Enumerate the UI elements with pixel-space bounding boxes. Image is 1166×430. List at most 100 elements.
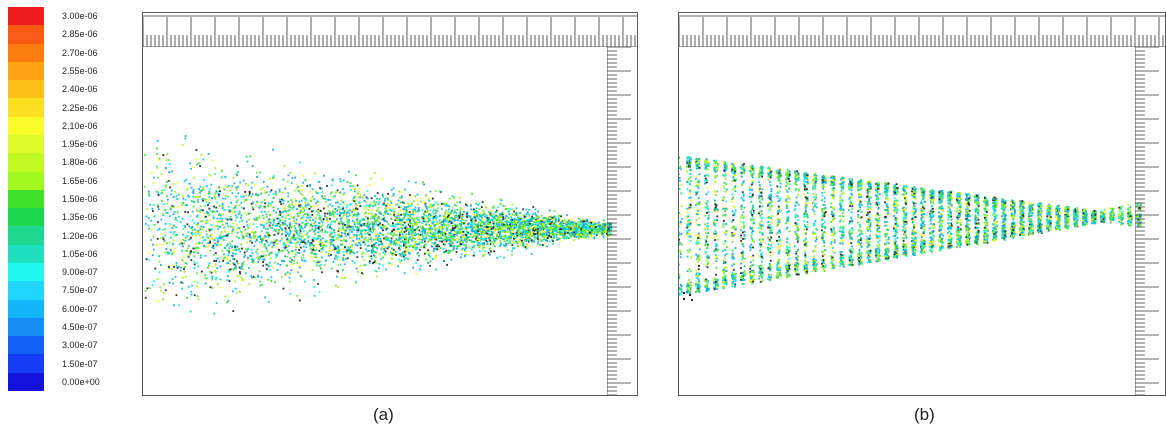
particle (181, 276, 184, 279)
particle (426, 233, 429, 236)
particle (497, 220, 500, 223)
particle (480, 215, 482, 218)
particle (223, 235, 225, 238)
particle (289, 230, 292, 233)
particle (289, 240, 292, 243)
particle (355, 213, 358, 216)
particle (198, 242, 201, 245)
particle (553, 223, 556, 226)
particle (408, 238, 410, 240)
particle (299, 241, 302, 243)
particle (493, 223, 495, 226)
particle (296, 261, 299, 264)
particle (580, 221, 583, 223)
particle (186, 223, 189, 226)
particle (551, 224, 554, 227)
particle (355, 280, 357, 283)
particle (471, 218, 474, 220)
particle (197, 232, 200, 235)
particle (577, 223, 579, 226)
particle (221, 236, 224, 239)
particle (459, 196, 462, 199)
particle (455, 212, 458, 214)
particle (363, 205, 366, 208)
particle (182, 197, 185, 200)
particle (430, 232, 433, 235)
panel-a-particle-plot (142, 12, 638, 396)
particle (510, 239, 513, 242)
particle (294, 227, 297, 230)
particle (541, 235, 544, 238)
particle (419, 264, 422, 267)
particle (435, 201, 438, 204)
particle (232, 252, 235, 255)
particle (158, 255, 160, 258)
particle (348, 249, 351, 252)
particle (334, 195, 336, 197)
particle (385, 204, 388, 207)
particle (216, 267, 218, 270)
particle (358, 233, 360, 236)
particle (316, 214, 319, 217)
particle (235, 195, 238, 198)
particle (511, 234, 514, 237)
particle (339, 213, 342, 215)
particle (210, 183, 213, 186)
particle (337, 233, 340, 235)
particle (501, 211, 504, 214)
particle (184, 239, 187, 242)
particle (428, 225, 431, 228)
particle (279, 223, 282, 226)
particle (263, 192, 266, 195)
particle (403, 238, 406, 241)
particle (578, 226, 581, 229)
particle (567, 220, 570, 223)
particle (548, 221, 551, 224)
particle (445, 249, 448, 252)
particle (438, 237, 440, 240)
particle (418, 208, 420, 211)
particle (513, 222, 516, 225)
particle (265, 268, 268, 270)
particle (234, 246, 237, 248)
particle (412, 212, 415, 215)
particle (529, 228, 531, 231)
particle (436, 244, 439, 246)
particle (444, 231, 447, 234)
particle (268, 218, 271, 221)
particle (378, 267, 380, 270)
particle (267, 202, 270, 205)
particle (509, 239, 512, 242)
particle (382, 214, 385, 217)
particle (577, 235, 580, 238)
particle (453, 224, 456, 227)
particle (182, 245, 184, 248)
particle (534, 233, 536, 236)
particle (500, 213, 503, 215)
particle (258, 270, 261, 273)
particle (560, 228, 562, 230)
particle (432, 210, 435, 213)
particle (289, 257, 292, 260)
particle (204, 239, 207, 241)
particle (211, 211, 214, 213)
particle (251, 206, 254, 209)
particle (168, 266, 171, 269)
particle (196, 285, 198, 288)
particle (333, 229, 335, 231)
colorbar-label: 2.70e-06 (62, 47, 98, 58)
particle (411, 223, 414, 225)
particle (363, 264, 366, 267)
particle (341, 243, 344, 246)
particle (535, 214, 537, 216)
particle (605, 227, 607, 230)
particle (595, 231, 598, 234)
particle (486, 237, 489, 239)
particle (405, 211, 407, 214)
particle (214, 167, 217, 169)
particle (571, 218, 573, 221)
particle (250, 195, 253, 198)
particle (436, 227, 439, 230)
particle (471, 240, 474, 243)
particle (531, 235, 533, 237)
